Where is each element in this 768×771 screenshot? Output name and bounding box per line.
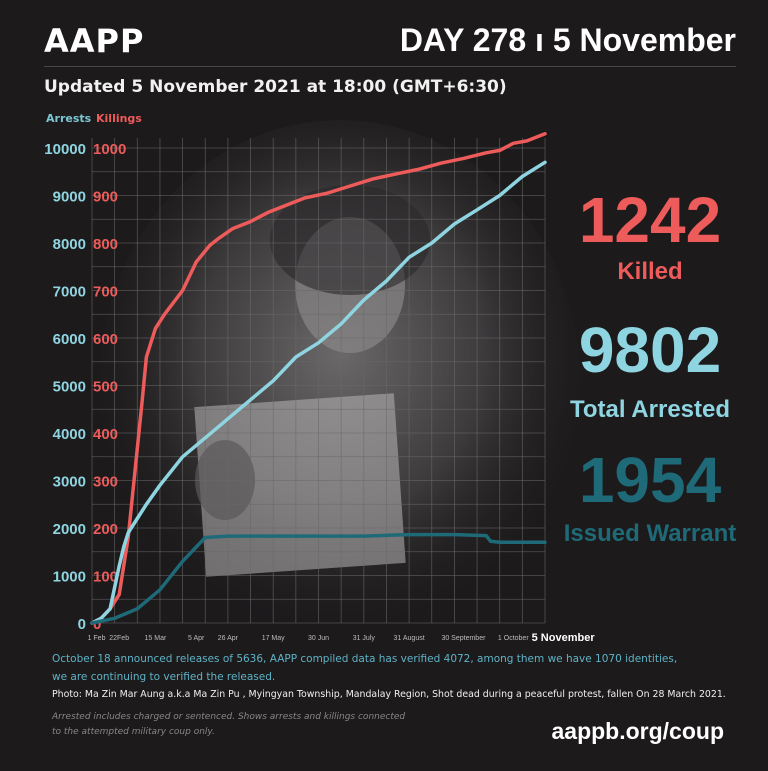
y-tick-label-arrests: 3000	[53, 474, 86, 491]
x-tick-label: 5 November	[532, 632, 596, 644]
x-tick-label: 26 Apr	[218, 635, 239, 642]
y-tick-label-killings: 0	[93, 616, 101, 633]
chart-ticks: 0100020003000400050006000700080009000100…	[44, 141, 595, 644]
x-tick-label: 1 Feb	[88, 635, 106, 642]
x-tick-label: 22Feb	[109, 635, 129, 642]
killed-label: Killed	[617, 258, 683, 285]
day-title: DAY 278 ı 5 November	[399, 22, 736, 58]
series-line-killings	[90, 132, 547, 625]
y-tick-label-killings: 100	[93, 569, 118, 586]
x-tick-label: 17 May	[262, 635, 285, 642]
y-tick-label-arrests: 1000	[53, 569, 86, 586]
y-tick-label-arrests: 6000	[53, 331, 86, 348]
y-tick-label-killings: 800	[93, 236, 118, 253]
warrant-count: 1954	[578, 444, 722, 516]
brand-logo: AAPP	[44, 22, 145, 60]
y-tick-label-arrests: 10000	[44, 141, 86, 158]
y-tick-label-killings: 1000	[93, 141, 126, 158]
y-tick-label-killings: 300	[93, 474, 118, 491]
releases-note: October 18 announced releases of 5636, A…	[52, 650, 732, 686]
photo-credit: Photo: Ma Zin Mar Aung a.k.a Ma Zin Pu ,…	[52, 689, 726, 700]
site-url[interactable]: aappb.org/coup	[551, 718, 725, 744]
series-line-issued-warrant	[90, 532, 547, 625]
y-tick-label-killings: 400	[93, 426, 118, 443]
y-tick-label-arrests: 4000	[53, 426, 86, 443]
y-tick-label-killings: 600	[93, 331, 118, 348]
background-photo	[100, 120, 580, 640]
y-tick-label-arrests: 9000	[53, 189, 86, 206]
y-tick-label-arrests: 0	[78, 616, 86, 633]
x-tick-label: 31 August	[394, 635, 425, 642]
legend-killings: Killings	[96, 112, 142, 125]
y-tick-label-killings: 900	[93, 189, 118, 206]
disclaimer: Arrested includes charged or sentenced. …	[52, 710, 432, 740]
y-tick-label-killings: 200	[93, 521, 118, 538]
releases-note-line2: we are continuing to verified the releas…	[52, 671, 276, 683]
releases-note-line1: October 18 announced releases of 5636, A…	[52, 653, 678, 665]
x-tick-label: 15 Mar	[145, 635, 167, 642]
disclaimer-line1: Arrested includes charged or sentenced. …	[52, 712, 406, 722]
disclaimer-line2: to the attempted military coup only.	[52, 727, 215, 737]
x-tick-label: 1 October	[498, 635, 529, 642]
killed-count: 1242	[578, 184, 722, 256]
series-line-arrests	[90, 160, 547, 625]
x-tick-label: 31 July	[353, 635, 376, 642]
y-tick-label-killings: 500	[93, 379, 118, 396]
y-tick-label-arrests: 2000	[53, 521, 86, 538]
y-tick-label-arrests: 7000	[53, 284, 86, 301]
x-tick-label: 5 Apr	[188, 635, 205, 642]
arrested-count: 9802	[578, 314, 722, 386]
header-divider	[44, 66, 736, 67]
x-tick-label: 30 September	[441, 635, 486, 642]
legend-arrests: Arrests	[46, 112, 92, 125]
chart-grid	[91, 138, 546, 624]
warrant-label: Issued Warrant	[563, 520, 737, 547]
x-tick-label: 30 Jun	[308, 635, 329, 642]
y-tick-label-arrests: 8000	[53, 236, 86, 253]
chart-series	[90, 132, 547, 625]
arrested-label: Total Arrested	[569, 396, 731, 423]
y-tick-label-arrests: 5000	[53, 379, 86, 396]
updated-timestamp: Updated 5 November 2021 at 18:00 (GMT+6:…	[44, 77, 507, 97]
y-tick-label-killings: 700	[93, 284, 118, 301]
